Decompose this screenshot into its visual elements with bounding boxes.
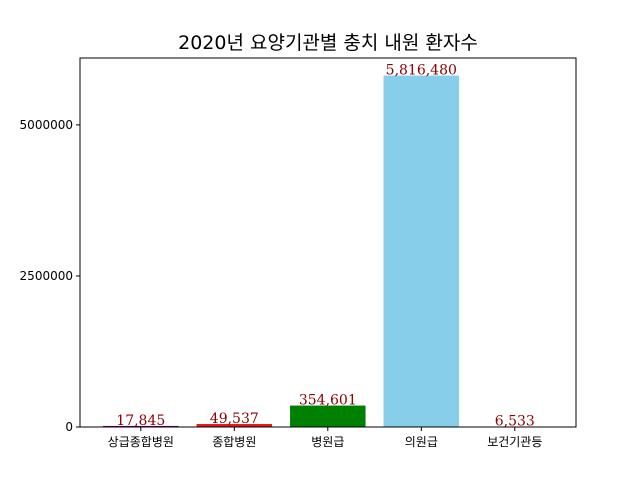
y-tick-label-2: 2500000 xyxy=(20,269,73,283)
chart-title: 2020년 요양기관별 충치 내원 환자수 xyxy=(178,32,478,54)
bar-3 xyxy=(290,405,366,427)
y-tick-label-1: 0 xyxy=(65,420,73,434)
data-label-1: 17,845 xyxy=(116,413,165,429)
axes-frame xyxy=(79,57,577,428)
x-axis: 상급종합병원 종합병원 병원급 의원급 보건기관등 xyxy=(108,427,542,449)
data-label-2: 49,537 xyxy=(210,411,259,427)
x-tick-label-4: 의원급 xyxy=(405,435,438,449)
y-tick-label-3: 5000000 xyxy=(20,118,73,132)
data-label-4: 5,816,480 xyxy=(386,63,457,79)
bars-group xyxy=(103,75,553,428)
data-label-5: 6,533 xyxy=(495,414,535,430)
x-tick-label-3: 병원급 xyxy=(311,435,344,449)
data-label-3: 354,601 xyxy=(299,393,357,409)
bar-4 xyxy=(383,75,460,428)
x-tick-label-1: 상급종합병원 xyxy=(108,435,174,449)
data-labels-group: 17,845 49,537 354,601 5,816,480 6,533 xyxy=(116,63,535,430)
x-tick-label-2: 종합병원 xyxy=(212,435,256,449)
bar-1 xyxy=(103,425,179,427)
bar-2 xyxy=(196,424,273,427)
x-tick-label-5: 보건기관등 xyxy=(487,435,542,449)
y-axis: 0 2500000 5000000 xyxy=(20,118,80,434)
